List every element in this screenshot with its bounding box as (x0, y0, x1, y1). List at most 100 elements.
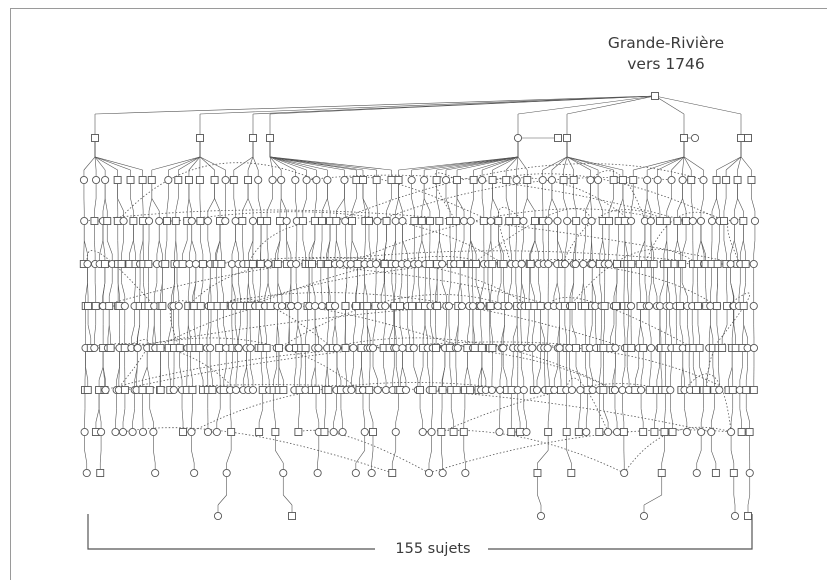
female-circle (700, 176, 707, 183)
male-square (628, 345, 635, 352)
female-circle (204, 428, 211, 435)
female-circle (214, 512, 221, 519)
female-circle (294, 302, 301, 309)
female-circle (520, 217, 527, 224)
female-circle (587, 176, 594, 183)
subjects-count-label: 155 sujets (378, 541, 488, 557)
male-square (325, 387, 332, 394)
male-square (313, 387, 320, 394)
female-circle (500, 344, 507, 351)
male-square (289, 513, 296, 520)
female-circle (97, 428, 104, 435)
female-circle (347, 260, 354, 267)
female-circle (751, 217, 758, 224)
male-square (272, 429, 279, 436)
male-square (311, 218, 318, 225)
male-square (299, 218, 306, 225)
male-square (454, 177, 461, 184)
female-circle (283, 217, 290, 224)
female-circle (494, 302, 501, 309)
male-square (500, 261, 507, 268)
female-circle (331, 302, 338, 309)
male-square (354, 261, 361, 268)
male-square (256, 429, 263, 436)
male-square (640, 345, 647, 352)
male-square (470, 177, 477, 184)
male-square (220, 303, 227, 310)
female-circle (410, 344, 417, 351)
male-square (478, 345, 485, 352)
female-circle (698, 428, 705, 435)
female-circle (372, 260, 379, 267)
male-square (295, 429, 302, 436)
female-circle (697, 217, 704, 224)
female-circle (399, 217, 406, 224)
female-circle (477, 302, 484, 309)
male-square (239, 218, 246, 225)
male-square (369, 429, 376, 436)
female-circle (645, 302, 652, 309)
male-square (564, 135, 571, 142)
female-circle (421, 176, 428, 183)
female-circle (544, 344, 551, 351)
male-square (573, 218, 580, 225)
female-circle (191, 469, 198, 476)
male-square (489, 345, 496, 352)
male-square (508, 429, 515, 436)
female-circle (348, 386, 355, 393)
female-circle (551, 386, 558, 393)
male-square (146, 387, 153, 394)
male-square (92, 303, 99, 310)
female-circle (612, 344, 619, 351)
male-square (506, 218, 513, 225)
female-circle (566, 344, 573, 351)
intermarriage-link (87, 251, 154, 306)
male-square (145, 261, 152, 268)
male-square (409, 303, 416, 310)
male-square (450, 429, 457, 436)
female-circle (265, 260, 272, 267)
male-square (570, 177, 577, 184)
female-circle (750, 260, 757, 267)
male-square (664, 261, 671, 268)
male-square (319, 218, 326, 225)
male-square (411, 218, 418, 225)
female-circle (278, 302, 285, 309)
male-square (383, 218, 390, 225)
male-square (189, 387, 196, 394)
male-square (652, 93, 659, 100)
male-square (364, 303, 371, 310)
male-square (245, 177, 252, 184)
female-circle (139, 428, 146, 435)
male-square (121, 345, 128, 352)
male-square (750, 387, 757, 394)
male-square (264, 218, 271, 225)
female-circle (731, 512, 738, 519)
male-square (353, 177, 360, 184)
female-circle (496, 386, 503, 393)
female-circle (368, 469, 375, 476)
male-square (746, 429, 753, 436)
male-square (630, 177, 637, 184)
female-circle (145, 217, 152, 224)
intermarriage-link (315, 346, 613, 390)
female-circle (342, 217, 349, 224)
male-square (274, 261, 281, 268)
female-circle (627, 217, 634, 224)
male-square (534, 470, 541, 477)
male-square (381, 261, 388, 268)
male-square (613, 261, 620, 268)
male-square (325, 261, 332, 268)
male-square (237, 303, 244, 310)
cross-links (84, 163, 749, 473)
female-circle (568, 386, 575, 393)
female-circle (249, 217, 256, 224)
female-circle (232, 217, 239, 224)
male-square (159, 303, 166, 310)
male-square (438, 429, 445, 436)
male-square (417, 387, 424, 394)
male-square (527, 261, 534, 268)
male-square (121, 387, 128, 394)
female-circle (518, 260, 525, 267)
female-circle (683, 428, 690, 435)
